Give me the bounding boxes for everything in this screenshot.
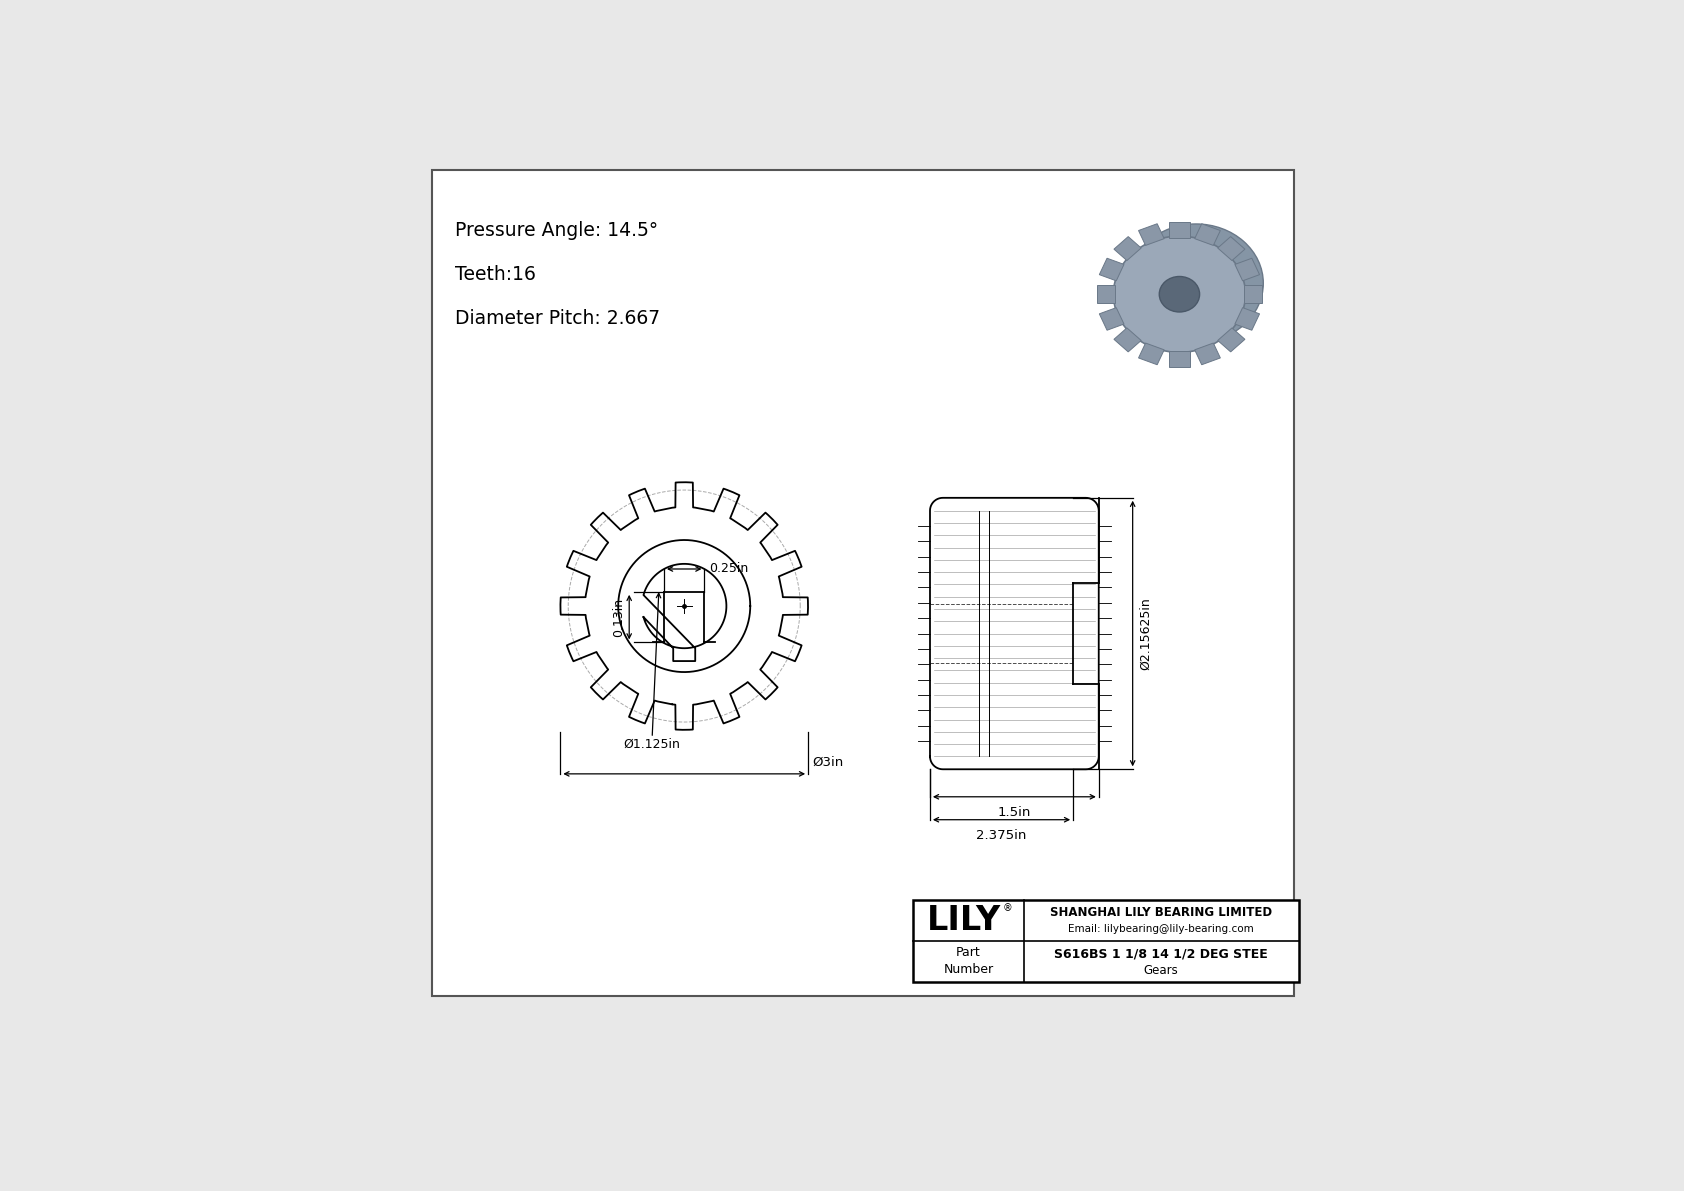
Polygon shape bbox=[1234, 307, 1260, 330]
Text: SHANGHAI LILY BEARING LIMITED: SHANGHAI LILY BEARING LIMITED bbox=[1051, 906, 1271, 919]
Polygon shape bbox=[1234, 258, 1260, 281]
Polygon shape bbox=[1169, 222, 1189, 238]
Bar bbox=[913, 899, 1298, 983]
Text: LILY: LILY bbox=[926, 904, 1000, 936]
Text: Teeth:16: Teeth:16 bbox=[455, 264, 536, 283]
Polygon shape bbox=[1169, 350, 1189, 367]
Polygon shape bbox=[1113, 328, 1142, 351]
Text: 0.13in: 0.13in bbox=[613, 598, 625, 637]
Polygon shape bbox=[1194, 224, 1221, 245]
Ellipse shape bbox=[1128, 224, 1263, 343]
Text: Ø2.15625in: Ø2.15625in bbox=[1138, 597, 1152, 669]
Text: Diameter Pitch: 2.667: Diameter Pitch: 2.667 bbox=[455, 308, 660, 328]
Polygon shape bbox=[1100, 258, 1123, 281]
Polygon shape bbox=[1244, 286, 1261, 304]
Text: Ø1.125in: Ø1.125in bbox=[623, 738, 680, 752]
Text: Email: lilybearing@lily-bearing.com: Email: lilybearing@lily-bearing.com bbox=[1068, 924, 1255, 934]
Text: Ø3in: Ø3in bbox=[813, 755, 844, 768]
Text: 2.375in: 2.375in bbox=[977, 829, 1027, 842]
Polygon shape bbox=[1194, 343, 1221, 364]
Polygon shape bbox=[1218, 328, 1244, 351]
Bar bbox=[913, 899, 1298, 983]
Polygon shape bbox=[1113, 237, 1142, 261]
Ellipse shape bbox=[1113, 236, 1246, 353]
Polygon shape bbox=[1218, 237, 1244, 261]
Ellipse shape bbox=[1159, 276, 1199, 312]
Polygon shape bbox=[1096, 286, 1115, 304]
Polygon shape bbox=[1138, 343, 1164, 364]
Text: 1.5in: 1.5in bbox=[997, 806, 1031, 819]
Polygon shape bbox=[1138, 224, 1164, 245]
Text: ®: ® bbox=[1002, 903, 1012, 913]
Polygon shape bbox=[1100, 307, 1123, 330]
Text: S616BS 1 1/8 14 1/2 DEG STEE: S616BS 1 1/8 14 1/2 DEG STEE bbox=[1054, 948, 1268, 961]
Text: Part
Number: Part Number bbox=[943, 947, 994, 977]
Text: 0.25in: 0.25in bbox=[709, 562, 748, 575]
Text: Gears: Gears bbox=[1143, 964, 1179, 977]
Text: Pressure Angle: 14.5°: Pressure Angle: 14.5° bbox=[455, 220, 658, 239]
